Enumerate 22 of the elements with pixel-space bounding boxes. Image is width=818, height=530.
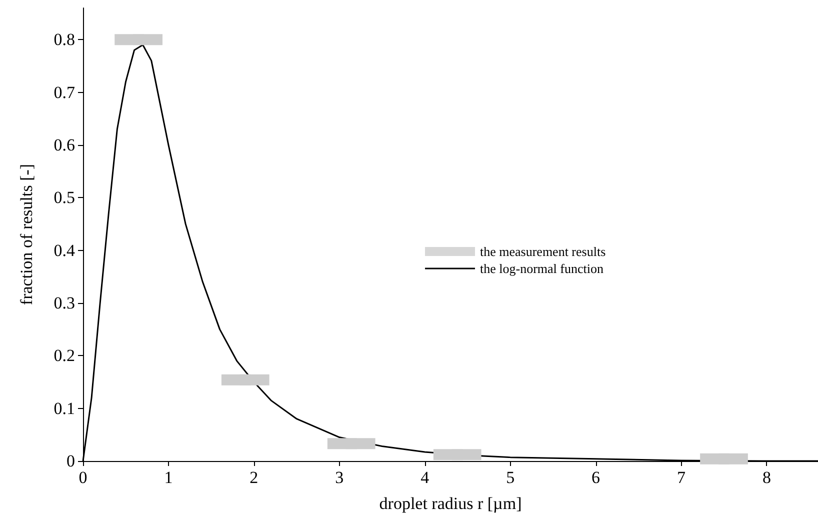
y-tick-label: 0.3: [54, 293, 75, 312]
y-tick-label: 0.1: [54, 398, 75, 418]
x-tick-label: 1: [164, 468, 173, 487]
x-tick-label: 2: [250, 468, 258, 487]
x-tick-label: 6: [592, 468, 600, 487]
x-tick-label: 0: [78, 468, 88, 487]
x-tick-label: 5: [506, 468, 515, 487]
x-axis-title: droplet radius r [µm]: [379, 494, 522, 513]
y-tick-label: 0.8: [54, 30, 75, 50]
y-tick-label: 0.4: [54, 240, 76, 260]
x-tick-label: 7: [677, 468, 686, 487]
x-tick-label: 4: [420, 468, 430, 487]
y-tick-label: 0.5: [54, 188, 75, 208]
legend-label: the measurement results: [480, 244, 606, 259]
y-tick-label: 0: [66, 452, 75, 470]
y-tick-label: 0.7: [54, 82, 76, 102]
y-axis-title: fraction of results [-]: [17, 164, 36, 306]
y-tick-label: 0.6: [54, 135, 75, 154]
y-tick-label: 0.2: [54, 346, 75, 366]
legend-label: the log-normal function: [480, 261, 604, 276]
x-tick-label: 8: [762, 468, 771, 487]
x-tick-label: 3: [335, 468, 344, 487]
